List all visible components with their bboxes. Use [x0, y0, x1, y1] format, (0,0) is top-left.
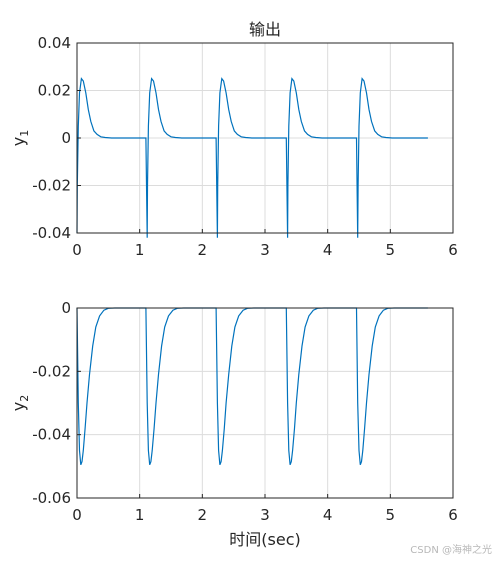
x-ticks-y1: 0 1 2 3 4 5 6	[72, 229, 458, 259]
subplot-y2: 0 1 2 3 4 5 6 0 -0.02 -0.04 -0.06 y2 时间(sec)	[9, 299, 458, 549]
x-tick-label: 1	[135, 241, 145, 259]
x-tick-label: 2	[198, 241, 208, 259]
y-ticks-y2: 0 -0.02 -0.04 -0.06	[32, 299, 81, 507]
y-tick-label: -0.04	[32, 426, 71, 444]
x-tick-label: 4	[323, 506, 333, 524]
y-axis-label-y1: y1	[9, 130, 31, 146]
x-tick-label: 2	[198, 506, 208, 524]
x-tick-label: 1	[135, 506, 145, 524]
x-tick-label: 0	[72, 241, 82, 259]
x-tick-label: 6	[448, 506, 458, 524]
series-y1	[76, 77, 428, 238]
y-tick-label: 0.04	[38, 34, 71, 52]
x-tick-label: 5	[386, 506, 396, 524]
subplot-y1: 0 1 2 3 4 5 6 0.04 0.02 0 -0.02 -0.04 输出 y1	[9, 20, 458, 259]
x-tick-label: 0	[72, 506, 82, 524]
y-tick-label: 0	[61, 129, 71, 147]
y-ticks-y1: 0.04 0.02 0 -0.02 -0.04	[32, 34, 81, 242]
y-tick-label: 0	[61, 299, 71, 317]
y-tick-label: -0.02	[32, 362, 71, 380]
watermark-text: CSDN @海神之光	[410, 545, 492, 556]
y-axis-label-y2: y2	[9, 395, 31, 411]
x-tick-label: 6	[448, 241, 458, 259]
x-tick-label: 3	[260, 241, 270, 259]
y-tick-label: 0.02	[38, 82, 71, 100]
series-y2	[76, 307, 428, 466]
series-line-y2	[76, 307, 428, 466]
x-tick-label: 5	[386, 241, 396, 259]
chart-title: 输出	[249, 20, 281, 39]
x-tick-label: 3	[260, 506, 270, 524]
series-line-y1	[76, 77, 428, 238]
y-tick-label: -0.04	[32, 224, 71, 242]
y-tick-label: -0.02	[32, 177, 71, 195]
x-ticks-y2: 0 1 2 3 4 5 6	[72, 494, 458, 524]
x-axis-label: 时间(sec)	[229, 530, 300, 549]
x-tick-label: 4	[323, 241, 333, 259]
y-tick-label: -0.06	[32, 489, 71, 507]
